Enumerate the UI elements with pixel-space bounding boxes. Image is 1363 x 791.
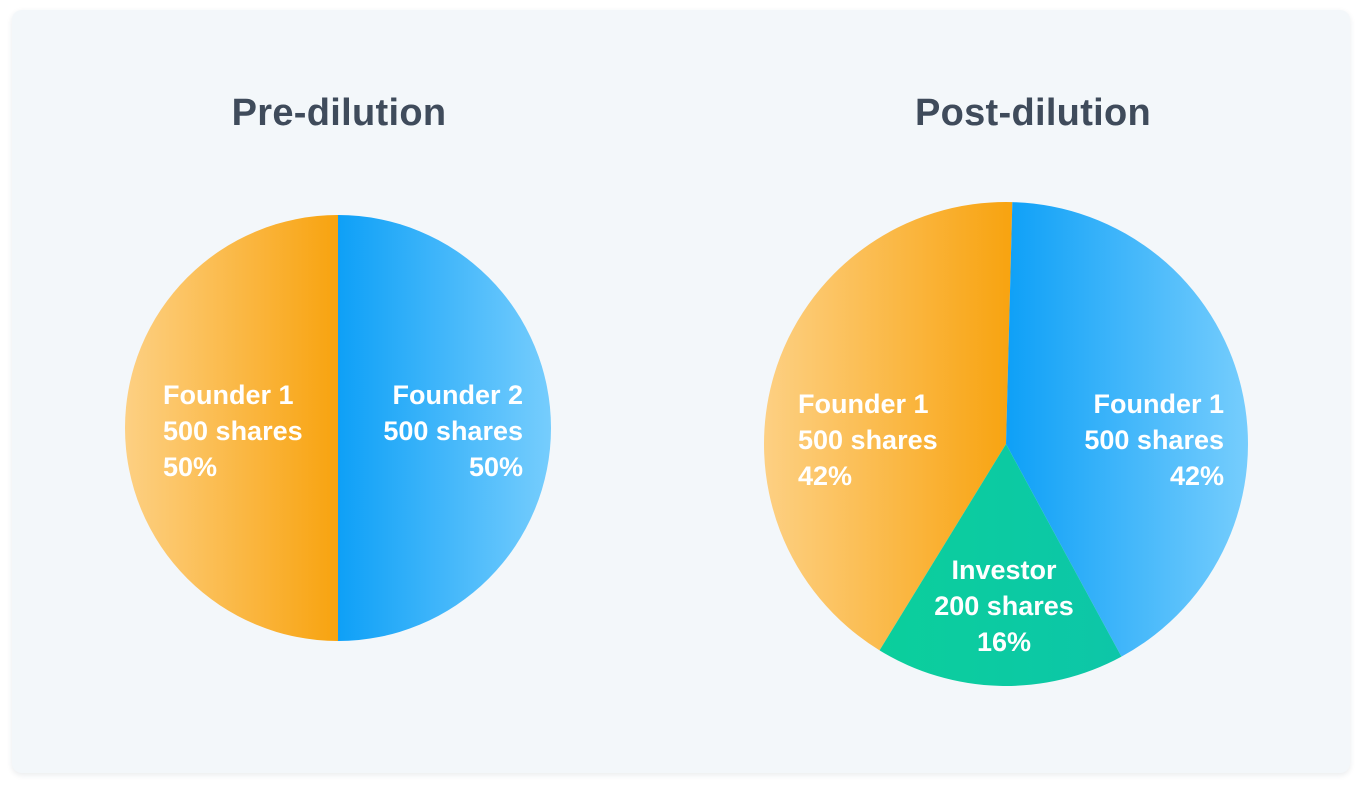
pre-dilution-title: Pre-dilution — [231, 92, 447, 134]
post-slice-investor — [879, 444, 1122, 686]
post-label-investor-shares-label: 200 shares — [934, 591, 1074, 621]
post-dilution-pie: Founder 1 500 shares 42% Founder 1 500 share… — [763, 201, 1248, 686]
post-label-founder-1-right: Founder 1 500 shares 42% — [1084, 389, 1224, 491]
post-label-investor: Investor 200 shares 16% — [934, 555, 1074, 657]
post-slice-founder-1-left — [763, 201, 1013, 651]
post-label-investor-name: Investor — [951, 555, 1057, 585]
pre-label-founder-2-name: Founder 2 — [392, 380, 523, 410]
post-label-founder-1-right-shares-label: 500 shares — [1084, 425, 1224, 455]
post-label-founder-1-left: Founder 1 500 shares 42% — [798, 389, 938, 491]
pre-label-founder-1-name: Founder 1 — [163, 380, 294, 410]
pre-label-founder-2-shares-label: 500 shares — [383, 416, 523, 446]
pre-label-founder-1-percent-label: 50% — [163, 452, 217, 482]
pre-label-founder-2: Founder 2 500 shares 50% — [383, 380, 523, 482]
post-label-founder-1-right-name: Founder 1 — [1093, 389, 1224, 419]
post-label-founder-1-left-shares-label: 500 shares — [798, 425, 938, 455]
pre-slice-founder-1 — [125, 215, 338, 641]
post-label-founder-1-left-name: Founder 1 — [798, 389, 929, 419]
post-slice-founder-1-right — [1006, 202, 1248, 657]
post-dilution-title: Post-dilution — [914, 92, 1152, 134]
pre-label-founder-1: Founder 1 500 shares 50% — [163, 380, 303, 482]
post-label-investor-percent-label: 16% — [977, 627, 1031, 657]
post-label-founder-1-left-percent-label: 42% — [798, 461, 852, 491]
pre-label-founder-1-shares-label: 500 shares — [163, 416, 303, 446]
pre-slice-founder-2 — [338, 215, 551, 641]
pre-dilution-pie: Founder 1 500 shares 50% Founder 2 500 share… — [125, 215, 551, 641]
pre-label-founder-2-percent-label: 50% — [469, 452, 523, 482]
post-label-founder-1-right-percent-label: 42% — [1170, 461, 1224, 491]
